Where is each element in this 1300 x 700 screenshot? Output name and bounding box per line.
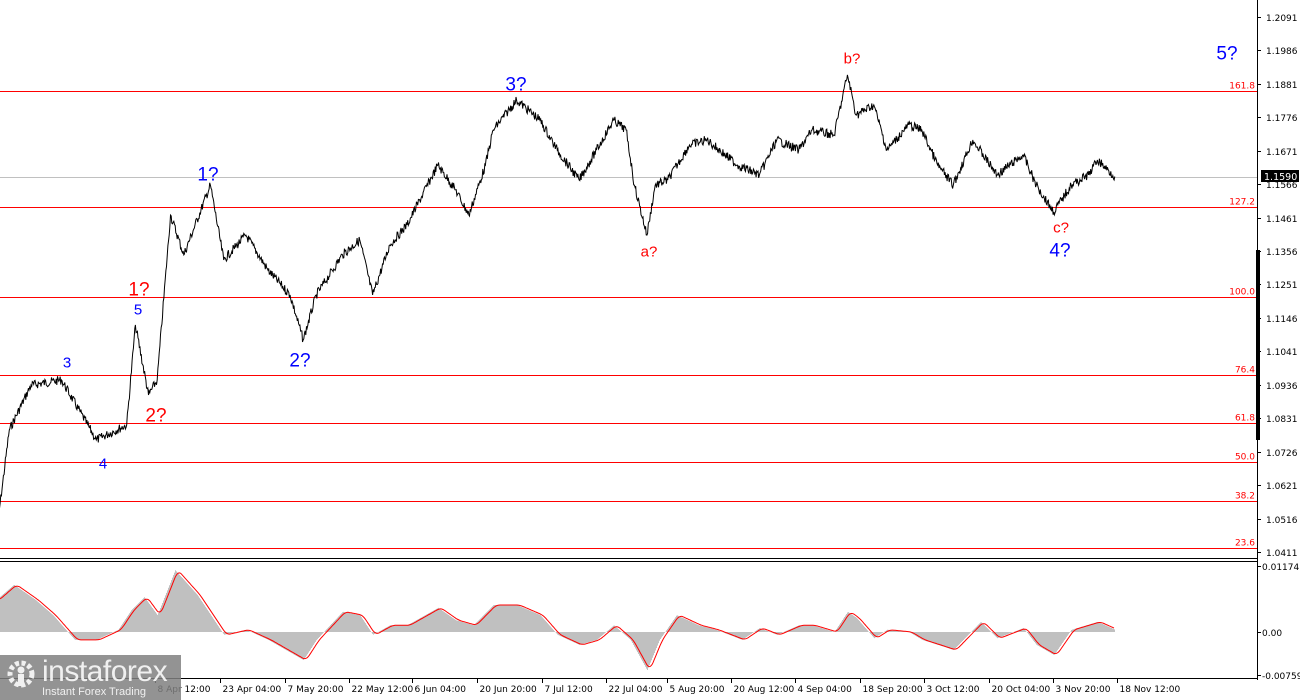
time-tick-label: 20 Aug 12:00	[734, 685, 795, 695]
time-axis: 8 Apr 12:00 23 Apr 04:00 7 May 20:00 22 May…	[155, 678, 1181, 695]
instaforex-watermark: instaforex Instant Forex Trading	[0, 655, 181, 700]
time-tick-label: 20 Oct 04:00	[992, 685, 1051, 695]
wave-label-4: 4	[98, 455, 108, 473]
fib-level-label-50.0: 50.0	[1235, 453, 1255, 463]
wave-label-3: 3	[62, 354, 72, 372]
fib-level-label-76.4: 76.4	[1235, 366, 1255, 376]
oscillator-tick-label: 0.00	[1262, 629, 1282, 639]
oscillator-tick-label: -0.00759	[1262, 672, 1300, 682]
wave-label-c: c?	[1053, 219, 1069, 237]
wave-label-red-2: 2?	[145, 405, 167, 427]
price-tick-label: 1.1251	[1266, 281, 1298, 291]
wave-label-red-1: 1?	[128, 279, 150, 301]
wave-label-5: 5	[133, 301, 143, 319]
gear-person-logo-icon	[7, 660, 35, 688]
time-tick-label: 5 Aug 20:00	[670, 685, 725, 695]
price-tick-label: 1.0936	[1266, 382, 1298, 392]
price-tick-label: 1.1881	[1266, 81, 1298, 91]
time-tick-label: 6 Jun 04:00	[415, 685, 467, 695]
wave-label-blue-2: 2?	[289, 350, 311, 372]
price-tick-label: 1.0621	[1266, 482, 1298, 492]
price-axis: 1.2091 1.1986 1.1881 1.1776 1.1671 1.1566 1.14…	[1257, 14, 1298, 559]
time-tick-label: 22 May 12:00	[352, 685, 414, 695]
price-line	[0, 74, 1116, 509]
price-tick-label: 1.1671	[1266, 148, 1298, 158]
wave-label-a: a?	[640, 243, 658, 261]
fib-level-label-161.8: 161.8	[1229, 82, 1255, 92]
time-tick-label: 18 Nov 12:00	[1120, 685, 1181, 695]
time-tick-label: 22 Jul 04:00	[609, 685, 663, 695]
time-tick-label: 4 Sep 04:00	[798, 685, 853, 695]
wave-label-b: b?	[843, 50, 861, 68]
price-tick-label: 1.0411	[1266, 549, 1298, 559]
wave-label-blue-4: 4?	[1049, 240, 1071, 262]
price-tick-label: 1.1356	[1266, 248, 1298, 258]
fib-level-label-23.6: 23.6	[1235, 539, 1255, 549]
price-tick-label: 1.0516	[1266, 516, 1298, 526]
price-tick-label: 1.1041	[1266, 348, 1298, 358]
time-tick-label: 18 Sep 20:00	[863, 685, 923, 695]
fibonacci-levels: 161.8 127.2 100.0 76.4 61.8 50.0 38.2 23.6	[0, 82, 1257, 549]
price-tick-label: 1.2091	[1266, 14, 1298, 24]
watermark-tagline: Instant Forex Trading	[42, 686, 146, 698]
price-tick-label: 1.1566	[1266, 181, 1298, 191]
price-tick-label: 1.1776	[1266, 114, 1298, 124]
price-tick-label: 1.0726	[1266, 449, 1298, 459]
watermark-brand: instaforex	[42, 655, 168, 688]
oscillator-tick-label: 0.01174	[1262, 563, 1299, 573]
price-tick-label: 1.1146	[1266, 315, 1298, 325]
price-tick-label: 1.1986	[1266, 47, 1298, 57]
time-tick-label: 8 Apr 12:00	[158, 685, 211, 695]
fib-level-label-61.8: 61.8	[1235, 414, 1255, 424]
wave-label-blue-3: 3?	[505, 74, 527, 96]
current-price-badge	[1261, 170, 1299, 182]
oscillator-signal-line	[0, 572, 1115, 668]
time-tick-label: 3 Oct 12:00	[927, 685, 980, 695]
oscillator-histogram	[0, 570, 1115, 670]
time-tick-label: 23 Apr 04:00	[223, 685, 282, 695]
time-tick-label: 20 Jun 20:00	[480, 685, 537, 695]
fib-level-label-38.2: 38.2	[1235, 492, 1255, 502]
current-price-label: 1.1590	[1264, 172, 1297, 183]
price-tick-label: 1.0831	[1266, 415, 1298, 425]
oscillator-axis: 0.01174 0.00 -0.00759	[1257, 563, 1300, 682]
fib-level-label-100.0: 100.0	[1229, 288, 1255, 298]
wave-label-blue-5: 5?	[1216, 43, 1238, 65]
price-range-marker[interactable]	[1256, 250, 1260, 440]
fib-level-label-127.2: 127.2	[1229, 198, 1255, 208]
price-tick-label: 1.1461	[1266, 215, 1298, 225]
wave-label-blue-1: 1?	[197, 164, 219, 186]
time-tick-label: 7 Jul 12:00	[545, 685, 594, 695]
time-tick-label: 7 May 20:00	[288, 685, 344, 695]
time-tick-label: 3 Nov 20:00	[1056, 685, 1111, 695]
